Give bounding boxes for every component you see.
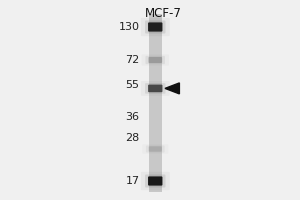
FancyBboxPatch shape xyxy=(145,83,165,94)
FancyBboxPatch shape xyxy=(148,176,163,186)
Text: 72: 72 xyxy=(125,55,140,65)
FancyBboxPatch shape xyxy=(148,85,163,92)
FancyBboxPatch shape xyxy=(148,146,162,152)
Text: MCF-7: MCF-7 xyxy=(145,7,182,20)
FancyBboxPatch shape xyxy=(148,22,163,32)
FancyBboxPatch shape xyxy=(148,57,162,63)
FancyBboxPatch shape xyxy=(146,146,164,152)
FancyBboxPatch shape xyxy=(145,21,165,33)
Text: 130: 130 xyxy=(118,22,140,32)
FancyBboxPatch shape xyxy=(146,56,165,64)
Text: 17: 17 xyxy=(125,176,140,186)
Text: 28: 28 xyxy=(125,133,140,143)
FancyBboxPatch shape xyxy=(145,174,165,188)
Bar xyxy=(148,14,162,192)
Text: 36: 36 xyxy=(125,112,140,122)
Text: 55: 55 xyxy=(125,80,140,90)
Polygon shape xyxy=(165,83,179,94)
